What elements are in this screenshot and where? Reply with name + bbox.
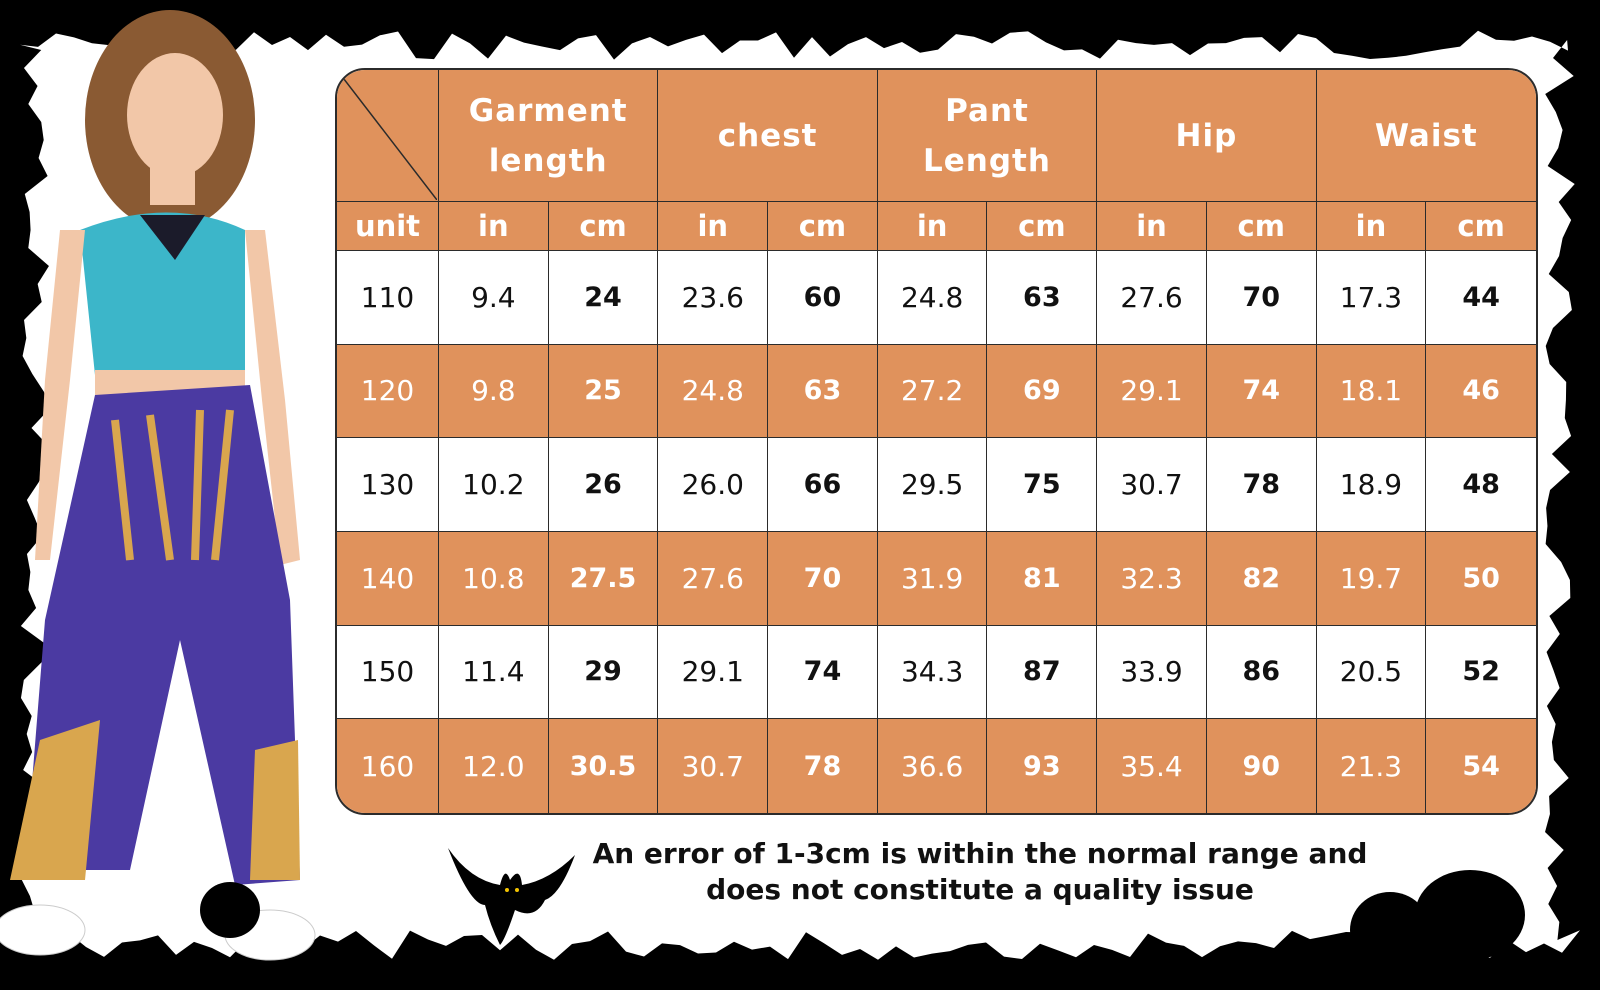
table-cell: 10.8 xyxy=(439,531,549,626)
table-cell: 27.6 xyxy=(1097,251,1207,345)
table-cell: Waist xyxy=(1316,70,1536,202)
table-cell: 10.2 xyxy=(439,438,549,532)
table-cell: unit xyxy=(337,202,439,251)
table-cell: 9.8 xyxy=(439,344,549,439)
table-cell: cm xyxy=(1426,202,1536,251)
table-cell: 30.5 xyxy=(548,719,659,813)
table-cell: 29.1 xyxy=(658,625,769,720)
table-cell: 26.0 xyxy=(658,438,769,532)
table-cell: chest xyxy=(658,70,878,202)
table-cell: 70 xyxy=(1206,251,1317,345)
table-cell: 36.6 xyxy=(877,719,988,813)
table-cell: 30.7 xyxy=(658,719,769,813)
table-cell: in xyxy=(1316,202,1427,251)
table-cell: 90 xyxy=(1206,719,1317,813)
table-cell: 93 xyxy=(987,719,1098,813)
table-cell: 27.5 xyxy=(548,531,659,626)
table-cell: 70 xyxy=(768,531,878,626)
table-cell: 69 xyxy=(987,344,1098,439)
pumpkins xyxy=(200,870,1525,968)
table-cell: 86 xyxy=(1206,625,1317,720)
table-cell: 66 xyxy=(768,438,878,532)
table-cell: 24.8 xyxy=(658,344,769,439)
table-cell: in xyxy=(1097,202,1207,251)
table-cell: 32.3 xyxy=(1097,531,1207,626)
table-cell: 87 xyxy=(987,625,1098,720)
table-cell: 17.3 xyxy=(1316,251,1427,345)
table-cell: 18.1 xyxy=(1316,344,1427,439)
table-cell: 74 xyxy=(768,625,878,720)
table-cell: 140 xyxy=(337,531,439,626)
table-cell: 29.5 xyxy=(877,438,988,532)
size-table: Garment length chest Pant Length Hip Waist un… xyxy=(335,68,1538,815)
corner-cell xyxy=(337,70,439,202)
table-cell: 78 xyxy=(768,719,878,813)
note-text: An error of 1-3cm is within the normal r… xyxy=(592,837,1368,906)
table-cell: 33.9 xyxy=(1097,625,1207,720)
table-cell: 27.2 xyxy=(877,344,988,439)
table-cell: 75 xyxy=(987,438,1098,532)
table-cell: 11.4 xyxy=(439,625,549,720)
table-cell: 34.3 xyxy=(877,625,988,720)
table-cell: 19.7 xyxy=(1316,531,1427,626)
table-cell: 25 xyxy=(548,344,659,439)
table-cell: in xyxy=(658,202,769,251)
table-cell: 29.1 xyxy=(1097,344,1207,439)
table-cell: 20.5 xyxy=(1316,625,1427,720)
table-cell: 24 xyxy=(548,251,659,345)
table-cell: 21.3 xyxy=(1316,719,1427,813)
table-cell: 63 xyxy=(768,344,878,439)
table-cell: Garment length xyxy=(439,70,659,202)
table-cell: 48 xyxy=(1426,438,1536,532)
table-cell: 18.9 xyxy=(1316,438,1427,532)
table-cell: 31.9 xyxy=(877,531,988,626)
table-cell: 78 xyxy=(1206,438,1317,532)
table-cell: 9.4 xyxy=(439,251,549,345)
table-cell: 82 xyxy=(1206,531,1317,626)
table-cell: 46 xyxy=(1426,344,1536,439)
table-cell: 54 xyxy=(1426,719,1536,813)
table-cell: in xyxy=(439,202,549,251)
table-cell: cm xyxy=(1206,202,1317,251)
table-cell: 160 xyxy=(337,719,439,813)
table-cell: 26 xyxy=(548,438,659,532)
table-cell: 50 xyxy=(1426,531,1536,626)
table-cell: 150 xyxy=(337,625,439,720)
table-cell: Pant Length xyxy=(877,70,1098,202)
table-cell: 35.4 xyxy=(1097,719,1207,813)
table-cell: 23.6 xyxy=(658,251,769,345)
table-cell: cm xyxy=(768,202,878,251)
table-cell: 63 xyxy=(987,251,1098,345)
table-cell: 74 xyxy=(1206,344,1317,439)
diagonal xyxy=(337,70,437,200)
table-cell: in xyxy=(877,202,988,251)
table-cell: 120 xyxy=(337,344,439,439)
table-cell: 44 xyxy=(1426,251,1536,345)
table-cell: 60 xyxy=(768,251,878,345)
table-cell: 110 xyxy=(337,251,439,345)
table-cell: cm xyxy=(548,202,659,251)
table-cell: 29 xyxy=(548,625,659,720)
table-cell: 30.7 xyxy=(1097,438,1207,532)
table-cell: 52 xyxy=(1426,626,1536,720)
girl-figure xyxy=(0,10,316,961)
table-cell: 130 xyxy=(337,438,439,532)
bat-icon xyxy=(448,848,575,945)
table-cell: 81 xyxy=(987,531,1098,626)
table-cell: Hip xyxy=(1097,70,1317,202)
table-cell: cm xyxy=(987,202,1098,251)
table-cell: 12.0 xyxy=(439,719,549,813)
table-cell: 27.6 xyxy=(658,531,769,626)
table-cell: 24.8 xyxy=(877,251,988,345)
